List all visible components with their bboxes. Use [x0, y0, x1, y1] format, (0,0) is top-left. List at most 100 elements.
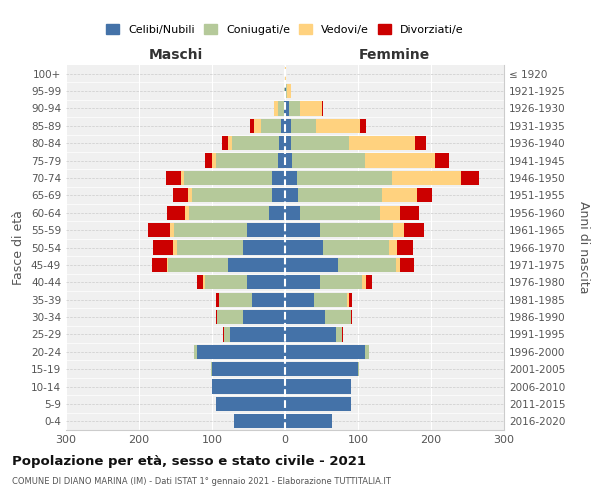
Bar [347, 292, 349, 307]
Bar [254, 118, 261, 133]
Bar [289, 102, 299, 116]
Bar [417, 188, 432, 202]
Bar [228, 258, 285, 272]
Bar [314, 292, 347, 307]
Bar [285, 118, 291, 133]
Bar [284, 102, 285, 116]
Bar [223, 328, 224, 342]
Bar [285, 66, 286, 81]
Bar [298, 188, 382, 202]
Bar [396, 258, 400, 272]
Bar [197, 344, 285, 359]
Bar [358, 362, 359, 376]
Bar [320, 223, 393, 237]
Bar [224, 328, 230, 342]
Bar [380, 206, 400, 220]
Bar [278, 102, 284, 116]
Bar [299, 102, 322, 116]
Bar [148, 223, 170, 237]
Bar [285, 397, 350, 411]
Bar [291, 136, 349, 150]
Bar [247, 275, 285, 289]
Bar [285, 414, 332, 428]
Bar [185, 206, 188, 220]
Bar [188, 206, 269, 220]
Y-axis label: Anni di nascita: Anni di nascita [577, 201, 590, 294]
Bar [211, 362, 212, 376]
Bar [366, 275, 372, 289]
Bar [285, 136, 291, 150]
Text: Popolazione per età, sesso e stato civile - 2021: Popolazione per età, sesso e stato civil… [12, 455, 366, 468]
Bar [322, 102, 323, 116]
Bar [153, 240, 173, 254]
Bar [191, 188, 272, 202]
Bar [285, 206, 299, 220]
Bar [247, 223, 285, 237]
Bar [194, 344, 197, 359]
Bar [365, 154, 434, 168]
Text: COMUNE DI DIANO MARINA (IM) - Dati ISTAT 1° gennaio 2021 - Elaborazione TUTTITAL: COMUNE DI DIANO MARINA (IM) - Dati ISTAT… [12, 478, 391, 486]
Bar [205, 275, 247, 289]
Bar [461, 171, 479, 185]
Bar [285, 188, 298, 202]
Bar [404, 223, 424, 237]
Bar [434, 154, 449, 168]
Bar [272, 188, 285, 202]
Bar [365, 344, 369, 359]
Bar [205, 154, 212, 168]
Bar [215, 397, 285, 411]
Bar [392, 171, 461, 185]
Text: Maschi: Maschi [148, 48, 203, 62]
Bar [232, 136, 279, 150]
Bar [230, 328, 285, 342]
Bar [284, 84, 285, 98]
Bar [173, 240, 177, 254]
Bar [279, 136, 285, 150]
Bar [285, 275, 320, 289]
Bar [215, 310, 217, 324]
Bar [285, 84, 286, 98]
Bar [296, 171, 392, 185]
Bar [360, 118, 366, 133]
Bar [389, 240, 397, 254]
Bar [281, 118, 285, 133]
Bar [292, 154, 365, 168]
Bar [215, 292, 220, 307]
Bar [242, 310, 285, 324]
Bar [177, 240, 242, 254]
Bar [285, 344, 365, 359]
Bar [252, 292, 285, 307]
Bar [342, 328, 343, 342]
Bar [362, 275, 366, 289]
Bar [299, 206, 380, 220]
Bar [168, 258, 228, 272]
Bar [338, 258, 396, 272]
Bar [286, 84, 287, 98]
Bar [285, 310, 325, 324]
Bar [325, 310, 350, 324]
Bar [278, 154, 285, 168]
Bar [285, 223, 320, 237]
Bar [320, 275, 362, 289]
Bar [215, 154, 278, 168]
Bar [269, 206, 285, 220]
Bar [336, 328, 342, 342]
Bar [173, 188, 188, 202]
Bar [291, 118, 316, 133]
Bar [400, 258, 414, 272]
Bar [234, 414, 285, 428]
Bar [285, 240, 323, 254]
Bar [212, 380, 285, 394]
Text: Femmine: Femmine [359, 48, 430, 62]
Bar [287, 84, 291, 98]
Bar [316, 118, 360, 133]
Bar [349, 136, 415, 150]
Bar [285, 380, 350, 394]
Bar [181, 171, 184, 185]
Bar [250, 118, 254, 133]
Bar [174, 223, 247, 237]
Bar [415, 136, 426, 150]
Legend: Celibi/Nubili, Coniugati/e, Vedovi/e, Divorziati/e: Celibi/Nubili, Coniugati/e, Vedovi/e, Di… [102, 20, 468, 39]
Bar [222, 136, 228, 150]
Bar [212, 154, 215, 168]
